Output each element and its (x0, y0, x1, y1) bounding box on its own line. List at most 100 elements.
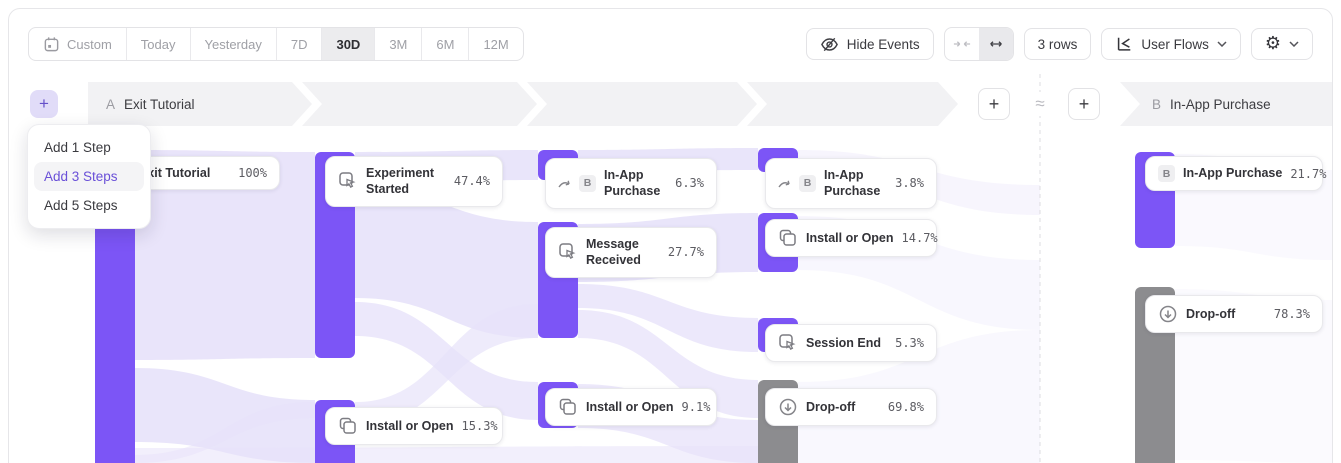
node-label: Drop-off (1186, 306, 1236, 321)
view-selector-dropdown[interactable]: User Flows (1101, 28, 1241, 60)
toolbar: Custom Today Yesterday 7D 30D 3M 6M 12M … (0, 27, 1341, 61)
date-range-yesterday[interactable]: Yesterday (189, 28, 276, 60)
flow-b-badge: B (799, 174, 816, 192)
calendar-icon (43, 36, 60, 53)
flow-node-card-dropoff-b[interactable]: Drop-off 78.3% (1145, 295, 1323, 333)
node-label: Install or Open (586, 399, 674, 414)
date-range-today[interactable]: Today (125, 28, 190, 60)
rows-button[interactable]: 3 rows (1023, 28, 1092, 60)
rows-label: 3 rows (1037, 36, 1078, 52)
eye-off-icon (820, 35, 839, 54)
node-percent: 78.3% (1273, 307, 1310, 321)
flow-node-card-inapp-4[interactable]: B In-App Purchase 3.8% (765, 158, 937, 209)
date-range-12m[interactable]: 12M (468, 28, 522, 60)
approx-separator: ≈ (1026, 92, 1054, 116)
custom-event-icon (338, 171, 358, 191)
sankey-link[interactable] (355, 188, 538, 338)
menu-item-add-1-step[interactable]: Add 1 Step (44, 140, 111, 155)
menu-item-add-5-steps[interactable]: Add 5 Steps (44, 198, 118, 213)
flow-a-title: Exit Tutorial (124, 96, 195, 112)
node-percent: 47.4% (453, 174, 490, 189)
flow-node-card-inapp-3[interactable]: B In-App Purchase 6.3% (545, 158, 717, 209)
flow-b-badge: B (1152, 96, 1162, 112)
custom-event-icon (778, 333, 798, 353)
flow-a-header[interactable]: A Exit Tutorial (106, 82, 195, 126)
step-segment-1 (88, 82, 312, 126)
node-label: Install or Open (366, 418, 454, 433)
node-label: Session End (806, 335, 882, 350)
date-range-6m[interactable]: 6M (421, 28, 468, 60)
date-range-30d[interactable]: 30D (321, 28, 375, 60)
flow-node-card-install-open-2[interactable]: Install or Open 15.3% (325, 407, 503, 445)
step-segment-b (1120, 82, 1333, 126)
dropoff-icon (1158, 304, 1178, 324)
flow-node-card-inapp-b[interactable]: B In-App Purchase 21.7% (1145, 156, 1327, 191)
chevron-down-icon (1217, 41, 1227, 47)
flow-b-badge: B (1158, 165, 1175, 182)
sankey-link[interactable] (135, 446, 758, 463)
sankey-link[interactable] (135, 150, 315, 360)
add-steps-menu: Add 1 Step Add 3 Steps Add 5 Steps (27, 124, 151, 229)
step-header-band (88, 82, 1333, 126)
node-percent: 21.7% (1290, 166, 1327, 181)
flow-node-card-session-end[interactable]: Session End 5.3% (765, 324, 937, 362)
step-segment-3 (527, 82, 757, 126)
flow-node-card-message-received[interactable]: Message Received 27.7% (545, 227, 717, 278)
add-step-button-b[interactable]: + (1068, 88, 1100, 120)
column-width-control (943, 27, 1014, 61)
step-segment-2 (302, 82, 537, 126)
add-steps-button[interactable]: + (30, 90, 58, 118)
node-percent: 3.8% (895, 176, 924, 191)
node-percent: 69.8% (887, 400, 924, 414)
add-step-button-a[interactable]: + (978, 88, 1010, 120)
flow-b-title: In-App Purchase (1170, 96, 1271, 112)
redirect-arrow-icon (558, 178, 571, 189)
flow-node-card-dropoff-4[interactable]: Drop-off 69.8% (765, 388, 937, 426)
node-label: Install or Open (806, 230, 894, 245)
expand-columns-button[interactable] (978, 28, 1013, 60)
date-range-custom[interactable]: Custom (29, 28, 126, 60)
node-label: Drop-off (806, 399, 856, 414)
view-selector-label: User Flows (1141, 36, 1209, 52)
collapse-columns-button[interactable] (945, 28, 979, 60)
flow-node-card-experiment-started[interactable]: Experiment Started 47.4% (325, 156, 503, 207)
dropoff-icon (778, 397, 798, 417)
flow-b-header[interactable]: B In-App Purchase (1152, 82, 1271, 126)
node-percent: 5.3% (895, 336, 924, 350)
node-percent: 9.1% (681, 400, 711, 414)
node-percent: 100% (238, 166, 267, 181)
node-label: Exit Tutorial (139, 166, 211, 180)
node-percent: 6.3% (675, 176, 704, 191)
sankey-link[interactable] (135, 368, 315, 463)
flow-node-card-install-open-4[interactable]: Install or Open 14.7% (765, 219, 938, 257)
toolbar-right-group: Hide Events (805, 27, 1313, 61)
node-label: Message Received (586, 237, 641, 268)
gear-icon: ⚙ (1264, 33, 1281, 54)
hide-events-label: Hide Events (846, 36, 920, 52)
date-range-control: Custom Today Yesterday 7D 30D 3M 6M 12M (28, 27, 524, 61)
arrows-inward-icon (953, 38, 971, 50)
app-windows-icon (338, 416, 358, 436)
custom-event-icon (558, 242, 578, 262)
sankey-link[interactable] (135, 402, 315, 463)
sankey-link[interactable] (355, 304, 538, 426)
chevron-down-icon (1289, 41, 1299, 47)
node-percent: 27.7% (667, 245, 704, 260)
date-range-7d[interactable]: 7D (275, 28, 322, 60)
flow-b-badge: B (579, 174, 596, 192)
settings-dropdown[interactable]: ⚙ (1250, 28, 1313, 60)
hide-events-button[interactable]: Hide Events (805, 28, 934, 60)
node-label: In-App Purchase (604, 168, 661, 199)
date-range-3m[interactable]: 3M (374, 28, 421, 60)
node-label: In-App Purchase (824, 168, 881, 199)
sankey-link[interactable] (578, 284, 758, 352)
redirect-arrow-icon (778, 178, 791, 189)
node-label: In-App Purchase (1183, 166, 1283, 181)
date-range-label: Custom (67, 36, 112, 52)
flow-node-card-install-open-3[interactable]: Install or Open 9.1% (545, 388, 717, 426)
flows-chart-icon (1115, 35, 1133, 53)
menu-item-add-3-steps[interactable]: Add 3 Steps (34, 162, 144, 191)
flow-a-badge: A (106, 96, 116, 112)
node-percent: 15.3% (461, 419, 498, 433)
